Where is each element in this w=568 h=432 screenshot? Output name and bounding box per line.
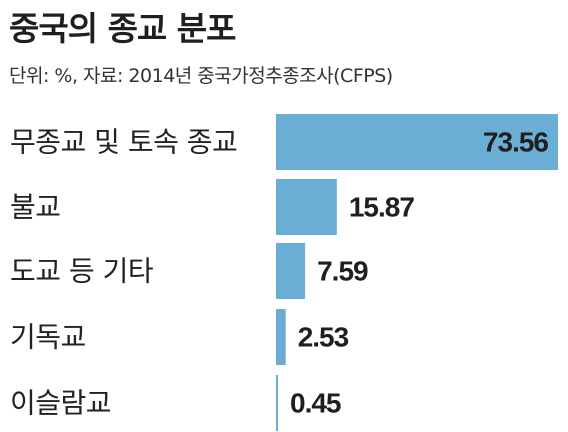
value-label: 7.59	[317, 256, 368, 287]
bar	[276, 375, 278, 431]
bar	[276, 243, 306, 299]
category-label: 불교	[10, 191, 61, 224]
category-label: 이슬람교	[10, 387, 111, 420]
bar	[276, 179, 337, 235]
bar	[276, 309, 286, 365]
category-label: 무종교 및 토속 종교	[10, 126, 237, 159]
value-label: 0.45	[290, 388, 341, 419]
value-label: 2.53	[298, 322, 349, 353]
bar	[276, 114, 558, 170]
category-label: 기독교	[10, 321, 86, 354]
chart-title: 중국의 종교 분포	[9, 9, 236, 48]
value-label: 73.56	[483, 127, 548, 158]
value-label: 15.87	[349, 192, 414, 223]
chart-subtitle: 단위: %, 자료: 2014년 중국가정추종조사(CFPS)	[9, 65, 393, 87]
category-label: 도교 등 기타	[10, 255, 153, 288]
